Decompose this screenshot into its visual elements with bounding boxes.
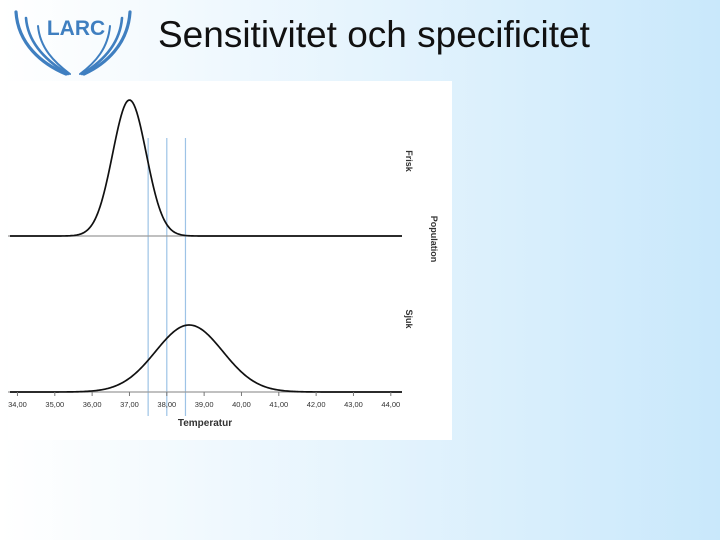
chart-panel: 34,00 35,00 36,00 37,00 38,00 39,00 40,00 41,00… [8,81,452,440]
series-line-frisk [10,99,402,237]
logo-wing-stroke [24,16,70,76]
x-tick-label: 43,00 [344,400,363,409]
logo-wing-stroke [80,16,124,76]
x-tick-label: 44,00 [381,400,400,409]
x-tick-label: 37,00 [120,400,139,409]
logo-wing-stroke [82,10,132,76]
x-tick-label: 36,00 [83,400,102,409]
x-axis-label: Temperatur [178,418,232,429]
x-tick-label: 41,00 [269,400,288,409]
x-tick-label: 39,00 [195,400,214,409]
logo-text: LARC [47,17,105,40]
panel-label-sjuk: Sjuk [404,309,414,329]
logo-wing-stroke [37,25,71,75]
x-tick-label: 42,00 [307,400,326,409]
x-tick-label: 38,00 [157,400,176,409]
x-tick-label: 34,00 [8,400,27,409]
series-line-sjuk [10,324,402,393]
larc-logo-icon: LARC [14,10,132,76]
slide-title: Sensitivitet och specificitet [158,14,590,55]
population-chart: 34,00 35,00 36,00 37,00 38,00 39,00 40,00 41,00… [8,99,439,429]
logo: LARC [6,2,138,78]
logo-wing-stroke [14,10,68,76]
y-axis-label: Population [429,216,439,263]
x-tick-label: 35,00 [45,400,64,409]
logo-wing-stroke [79,25,111,75]
x-tick-label: 40,00 [232,400,251,409]
panel-label-frisk: Frisk [404,150,414,173]
